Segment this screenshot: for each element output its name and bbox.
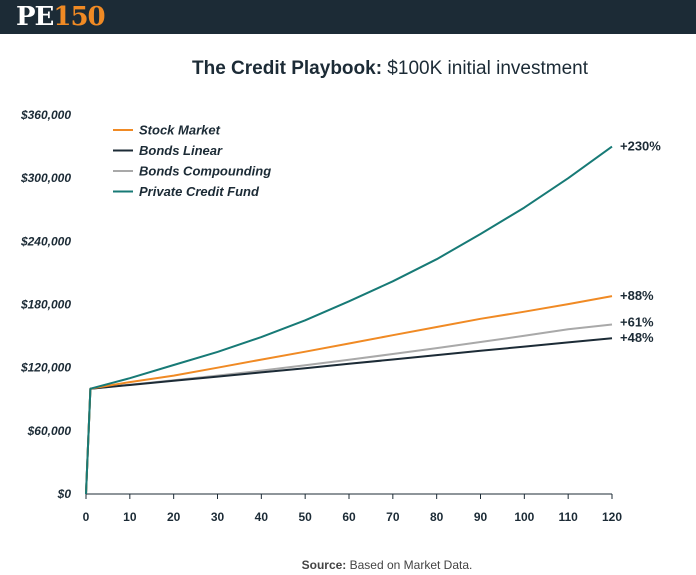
series-line (85, 337, 613, 495)
series-line (85, 323, 613, 495)
x-tick-label: 60 (342, 510, 356, 524)
y-tick-label: $60,000 (27, 424, 72, 438)
x-tick-label: 90 (474, 510, 488, 524)
logo-letters: PE (16, 2, 54, 32)
series-line (85, 145, 613, 495)
top-banner: PE150 (0, 0, 696, 34)
x-tick-label: 100 (514, 510, 534, 524)
source-note: Source: Based on Market Data. (0, 558, 696, 572)
series-line (85, 295, 613, 495)
x-tick-label: 20 (167, 510, 181, 524)
x-tick-label: 10 (123, 510, 137, 524)
legend-entry: Stock Market (139, 123, 221, 138)
chart-title-rest: $100K initial investment (382, 58, 588, 79)
x-tick-label: 70 (386, 510, 400, 524)
y-tick-label: $0 (57, 487, 72, 501)
chart-title: The Credit Playbook: $100K initial inves… (0, 58, 696, 80)
source-bold: Source: (301, 558, 347, 572)
chart-title-bold: The Credit Playbook: (192, 58, 383, 79)
legend-entry: Bonds Compounding (139, 164, 271, 179)
x-tick-label: 50 (298, 510, 312, 524)
x-tick-label: 30 (211, 510, 225, 524)
logo-number: 150 (53, 2, 105, 32)
legend-entry: Bonds Linear (139, 143, 223, 158)
y-tick-label: $240,000 (20, 234, 71, 248)
y-tick-label: $180,000 (20, 298, 71, 312)
x-tick-label: 120 (602, 510, 622, 524)
y-tick-label: $360,000 (20, 108, 71, 122)
source-rest: Based on Market Data. (346, 558, 473, 572)
series-end-label: +88% (620, 288, 654, 303)
x-tick-label: 80 (430, 510, 444, 524)
series-end-label: +48% (620, 330, 654, 345)
series-end-label: +61% (620, 315, 654, 330)
series-end-label: +230% (620, 139, 661, 154)
x-tick-label: 40 (255, 510, 269, 524)
legend-entry: Private Credit Fund (139, 184, 260, 199)
x-tick-label: 0 (83, 510, 90, 524)
x-tick-label: 110 (558, 510, 578, 524)
pe150-logo: PE150 (16, 2, 106, 32)
y-tick-label: $120,000 (20, 361, 71, 375)
y-tick-label: $300,000 (20, 171, 71, 185)
